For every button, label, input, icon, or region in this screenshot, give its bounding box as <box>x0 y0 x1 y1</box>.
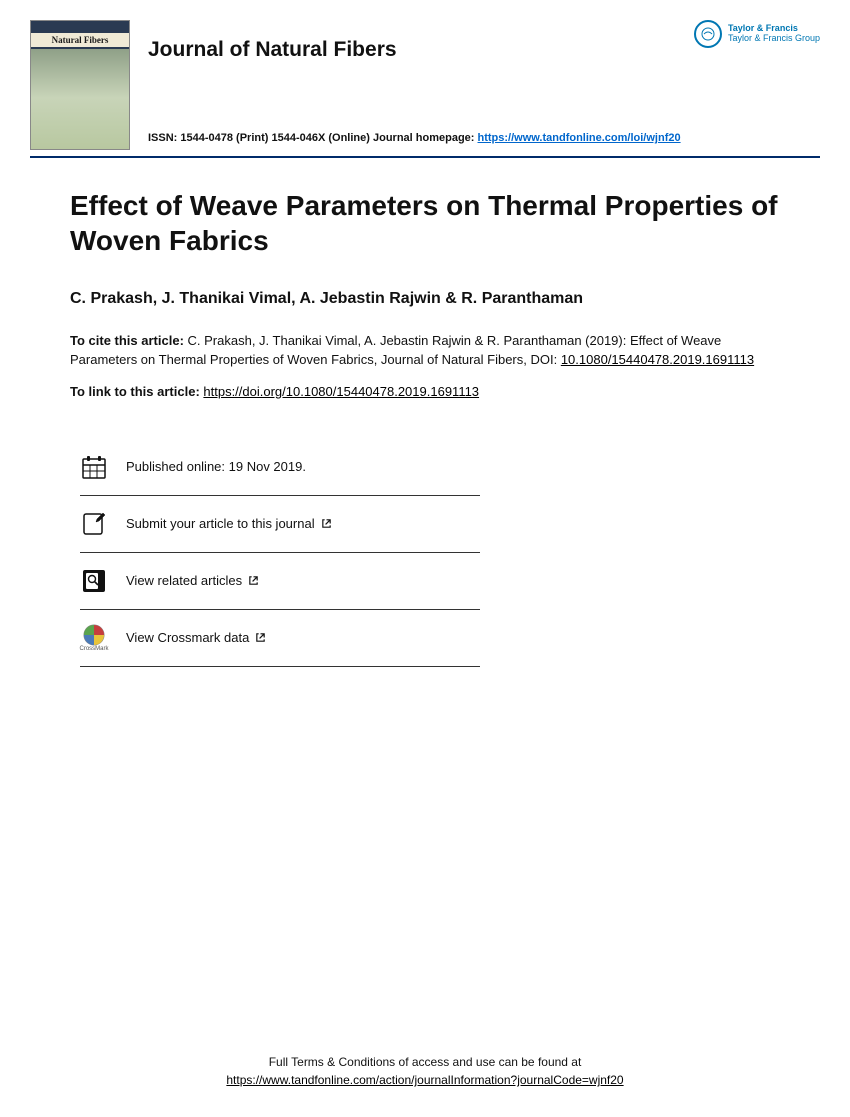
footer-text: Full Terms & Conditions of access and us… <box>0 1053 850 1071</box>
footer-link[interactable]: https://www.tandfonline.com/action/journ… <box>226 1073 623 1087</box>
journal-homepage-link[interactable]: https://www.tandfonline.com/loi/wjnf20 <box>478 132 681 144</box>
action-related-label: View related articles <box>126 573 259 588</box>
calendar-icon <box>80 453 108 481</box>
article-doi-link[interactable]: https://doi.org/10.1080/15440478.2019.16… <box>203 384 479 399</box>
journal-cover-banner: Natural Fibers <box>31 33 129 47</box>
citation-block: To cite this article: C. Prakash, J. Tha… <box>70 332 780 370</box>
link-block: To link to this article: https://doi.org… <box>70 384 780 399</box>
crossmark-caption: CrossMark <box>80 646 109 652</box>
cite-label: To cite this article: <box>70 333 188 348</box>
doi-link[interactable]: 10.1080/15440478.2019.1691113 <box>561 352 754 367</box>
submit-icon <box>80 510 108 538</box>
action-submit-article[interactable]: Submit your article to this journal <box>80 496 480 553</box>
action-published-label: Published online: 19 Nov 2019. <box>126 459 306 474</box>
issn-text: ISSN: 1544-0478 (Print) 1544-046X (Onlin… <box>148 132 478 144</box>
external-link-icon <box>248 575 259 586</box>
publisher-logo-icon <box>694 20 722 48</box>
header-divider <box>30 156 820 158</box>
action-related-articles[interactable]: View related articles <box>80 553 480 610</box>
issn-line: ISSN: 1544-0478 (Print) 1544-046X (Onlin… <box>148 132 820 144</box>
external-link-icon <box>255 632 266 643</box>
publisher-tagline: Taylor & Francis Group <box>728 34 820 44</box>
action-published-online: Published online: 19 Nov 2019. <box>80 439 480 496</box>
external-link-icon <box>321 518 332 529</box>
article-title: Effect of Weave Parameters on Thermal Pr… <box>70 188 780 258</box>
publisher-logo[interactable]: Taylor & Francis Taylor & Francis Group <box>694 20 820 48</box>
page: Natural Fibers Journal of Natural Fibers… <box>0 0 850 1117</box>
header: Natural Fibers Journal of Natural Fibers… <box>30 20 820 150</box>
related-icon <box>80 567 108 595</box>
action-submit-label: Submit your article to this journal <box>126 516 332 531</box>
journal-cover-image: Natural Fibers <box>30 20 130 150</box>
article-authors: C. Prakash, J. Thanikai Vimal, A. Jebast… <box>70 290 780 308</box>
crossmark-icon: CrossMark <box>80 624 108 652</box>
publisher-logo-text: Taylor & Francis Taylor & Francis Group <box>728 24 820 44</box>
action-crossmark-label: View Crossmark data <box>126 630 266 645</box>
link-label: To link to this article: <box>70 384 203 399</box>
action-list: Published online: 19 Nov 2019. Submit yo… <box>80 439 480 667</box>
action-crossmark[interactable]: CrossMark View Crossmark data <box>80 610 480 667</box>
article-body: Effect of Weave Parameters on Thermal Pr… <box>30 188 820 667</box>
footer: Full Terms & Conditions of access and us… <box>0 1053 850 1089</box>
